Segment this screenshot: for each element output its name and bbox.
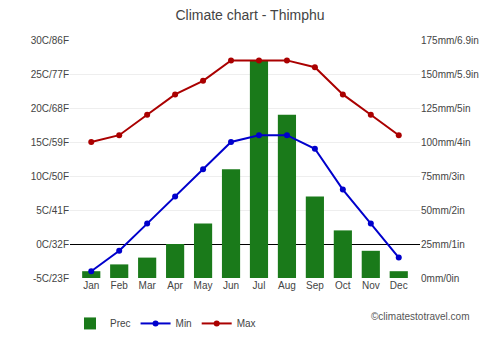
svg-text:25mm/1in: 25mm/1in (421, 239, 465, 250)
svg-text:125mm/5in: 125mm/5in (421, 103, 470, 114)
svg-text:15C/59F: 15C/59F (31, 137, 69, 148)
svg-text:Apr: Apr (167, 280, 183, 291)
svg-text:50mm/2in: 50mm/2in (421, 205, 465, 216)
svg-text:0C/32F: 0C/32F (36, 239, 69, 250)
svg-text:Sep: Sep (306, 280, 324, 291)
svg-text:Nov: Nov (362, 280, 380, 291)
svg-text:Feb: Feb (111, 280, 129, 291)
svg-text:-5C/23F: -5C/23F (33, 273, 69, 284)
svg-text:Jun: Jun (223, 280, 239, 291)
svg-text:150mm/5.9in: 150mm/5.9in (421, 69, 479, 80)
svg-text:5C/41F: 5C/41F (36, 205, 69, 216)
svg-text:75mm/3in: 75mm/3in (421, 171, 465, 182)
svg-text:Aug: Aug (278, 280, 296, 291)
svg-text:©climatestotravel.com: ©climatestotravel.com (371, 311, 470, 322)
svg-text:175mm/6.9in: 175mm/6.9in (421, 35, 479, 46)
svg-text:Jul: Jul (253, 280, 266, 291)
svg-text:May: May (194, 280, 213, 291)
svg-text:10C/50F: 10C/50F (31, 171, 69, 182)
svg-text:Dec: Dec (390, 280, 408, 291)
svg-text:Max: Max (237, 318, 256, 329)
svg-text:Prec: Prec (110, 318, 131, 329)
svg-text:Jan: Jan (83, 280, 99, 291)
svg-text:20C/68F: 20C/68F (31, 103, 69, 114)
svg-text:25C/77F: 25C/77F (31, 69, 69, 80)
svg-text:Mar: Mar (139, 280, 157, 291)
svg-text:0mm/0in: 0mm/0in (421, 273, 459, 284)
svg-text:100mm/4in: 100mm/4in (421, 137, 470, 148)
svg-text:30C/86F: 30C/86F (31, 35, 69, 46)
svg-text:Min: Min (176, 318, 192, 329)
svg-text:Climate chart - Thimphu: Climate chart - Thimphu (175, 7, 324, 23)
svg-text:Oct: Oct (335, 280, 351, 291)
